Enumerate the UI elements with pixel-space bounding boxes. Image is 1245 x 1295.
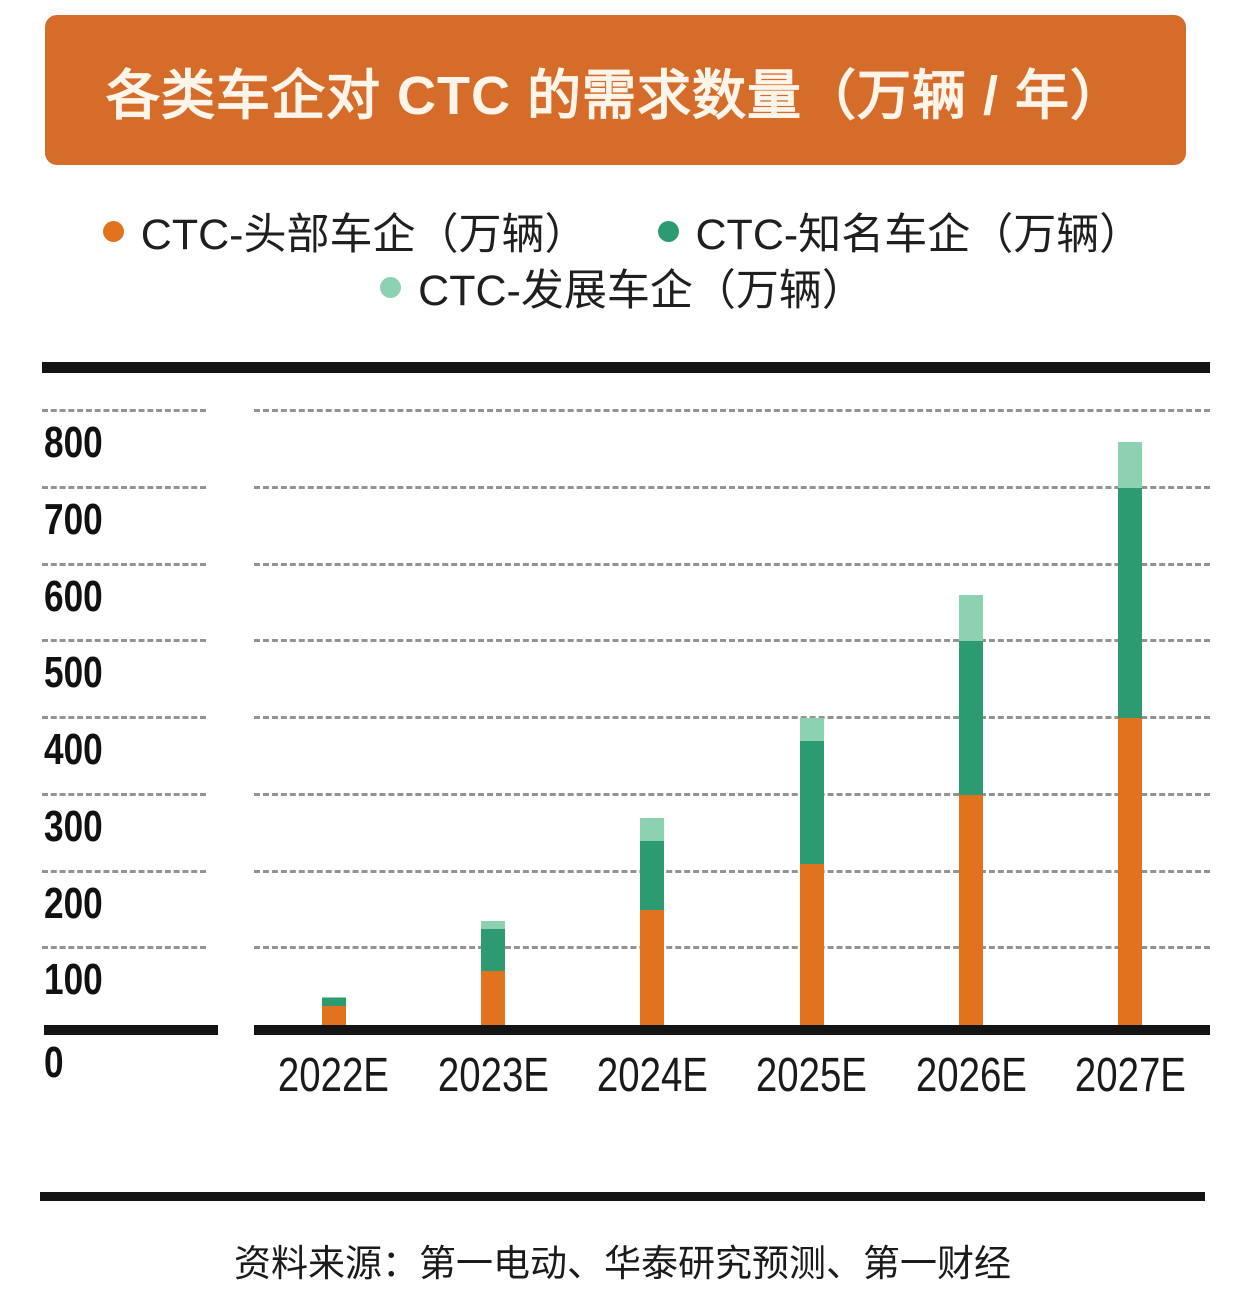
bar-slot-2022E	[254, 362, 413, 1025]
gridline-800	[254, 409, 1210, 413]
legend-label: CTC-头部车企（万辆）	[140, 211, 588, 259]
y-tick-label-400: 400	[44, 725, 103, 775]
gridline-800	[42, 409, 206, 413]
bar-slot-2024E	[573, 362, 732, 1025]
bar-segment	[640, 817, 665, 841]
x-tick-label-2022E: 2022E	[254, 1049, 413, 1103]
bar-segment	[799, 863, 824, 1025]
bar-segment	[958, 641, 983, 795]
legend-label: CTC-知名车企（万辆）	[695, 211, 1143, 259]
stacked-bar-2026E	[958, 595, 983, 1025]
x-tick-label-2026E: 2026E	[891, 1049, 1050, 1103]
x-tick-text: 2023E	[437, 1049, 549, 1102]
gridline-500	[254, 639, 1210, 643]
bar-segment	[480, 971, 505, 1025]
bar-segment	[640, 840, 665, 910]
gridline-100	[42, 946, 206, 950]
gridline-100	[254, 946, 1210, 950]
stacked-bar-2023E	[480, 921, 505, 1025]
x-tick-label-2024E: 2024E	[573, 1049, 732, 1103]
gridline-300	[254, 792, 1210, 796]
title-banner: 各类车企对 CTC 的需求数量（万辆 / 年）	[45, 15, 1186, 165]
x-tick-text: 2025E	[756, 1049, 868, 1102]
x-axis-baseline-left	[44, 1025, 218, 1035]
footer-rule	[40, 1192, 1205, 1201]
bar-slot-2026E	[891, 362, 1050, 1025]
legend-row-1: CTC-头部车企（万辆） CTC-知名车企（万辆）	[0, 203, 1245, 259]
y-tick-label-100: 100	[44, 955, 103, 1005]
legend-label: CTC-发展车企（万辆）	[418, 267, 865, 315]
bar-segment	[1118, 718, 1143, 1025]
bar-segment	[1118, 487, 1143, 719]
gridline-200	[254, 869, 1210, 873]
gridline-300	[42, 792, 206, 796]
x-tick-text: 2024E	[596, 1049, 708, 1102]
stacked-bar-2024E	[640, 817, 665, 1025]
gridline-600	[254, 562, 1210, 566]
gridline-400	[42, 716, 206, 720]
legend-dot-orange-icon	[102, 220, 124, 242]
bar-segment	[958, 595, 983, 642]
gridline-700	[254, 485, 1210, 489]
x-axis-labels: 2022E 2023E 2024E 2025E 2026E 2027E	[254, 1049, 1210, 1103]
x-tick-text: 2026E	[915, 1049, 1027, 1102]
bar-segment	[480, 921, 505, 930]
y-tick-label-300: 300	[44, 801, 103, 851]
x-tick-text: 2027E	[1074, 1049, 1186, 1102]
bar-segment	[799, 741, 824, 864]
bar-segment	[1118, 441, 1143, 488]
stacked-bar-2025E	[799, 718, 824, 1025]
bar-segment	[321, 996, 346, 999]
x-axis-baseline	[254, 1025, 1210, 1035]
gridline-400	[254, 716, 1210, 720]
bar-segment	[321, 998, 346, 1006]
legend-item-known-makers: CTC-知名车企（万辆）	[657, 200, 1143, 262]
legend-item-top-makers: CTC-头部车企（万辆）	[102, 200, 588, 262]
stacked-bar-2027E	[1118, 441, 1143, 1025]
bar-segment	[799, 718, 824, 742]
x-tick-text: 2022E	[278, 1049, 390, 1102]
bar-slot-2023E	[413, 362, 572, 1025]
x-tick-label-2025E: 2025E	[732, 1049, 891, 1103]
bar-segment	[640, 909, 665, 1025]
gridline-200	[42, 869, 206, 873]
chart-top-rule	[42, 362, 1210, 373]
legend-dot-green-icon	[657, 220, 679, 242]
gridline-600	[42, 562, 206, 566]
x-tick-label-2023E: 2023E	[413, 1049, 572, 1103]
y-tick-label-800: 800	[44, 418, 103, 468]
bar-slot-2025E	[732, 362, 891, 1025]
bar-segment	[321, 1005, 346, 1025]
gridline-500	[42, 639, 206, 643]
legend-row-2: CTC-发展车企（万辆）	[0, 259, 1245, 315]
x-tick-label-2027E: 2027E	[1051, 1049, 1210, 1103]
page-title: 各类车企对 CTC 的需求数量（万辆 / 年）	[106, 65, 1125, 126]
source-note: 资料来源：第一电动、华泰研究预测、第一财经	[234, 1244, 1011, 1285]
stacked-bar-2022E	[321, 996, 346, 1025]
chart-legend: CTC-头部车企（万辆） CTC-知名车企（万辆） CTC-发展车企（万辆）	[0, 203, 1245, 315]
y-tick-label-600: 600	[44, 571, 103, 621]
stacked-bar-chart: 0 100 200 300 400 500 600 700 800 2022E 2023E 2024…	[42, 362, 1210, 1122]
y-tick-label-200: 200	[44, 878, 103, 928]
bars-area	[254, 362, 1210, 1025]
legend-item-developing-makers: CTC-发展车企（万辆）	[380, 256, 865, 318]
y-tick-label-0: 0	[44, 1038, 64, 1087]
y-tick-label-700: 700	[44, 494, 103, 544]
gridline-700	[42, 485, 206, 489]
legend-dot-lightgreen-icon	[380, 276, 402, 298]
bar-segment	[480, 929, 505, 972]
bar-segment	[958, 794, 983, 1025]
y-tick-label-500: 500	[44, 648, 103, 698]
bar-slot-2027E	[1051, 362, 1210, 1025]
